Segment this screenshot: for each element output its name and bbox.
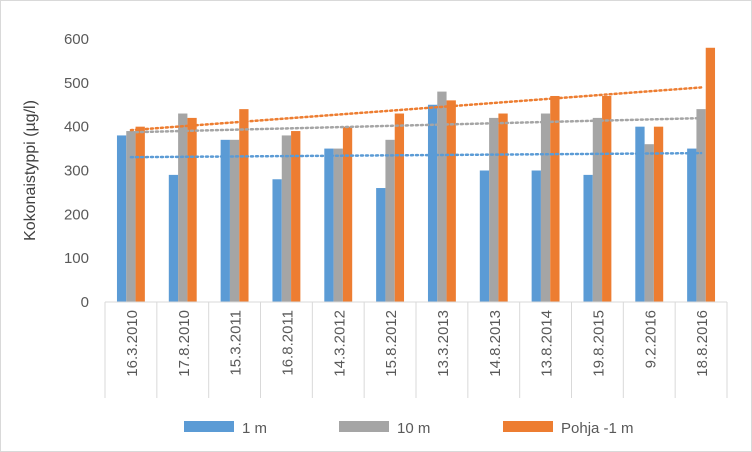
x-tick-label: 14.3.2012	[331, 310, 348, 377]
bar	[437, 91, 447, 302]
bar	[427, 104, 438, 302]
bar	[324, 148, 334, 302]
x-tick-label: 18.8.2016	[694, 310, 711, 377]
legend-swatch	[339, 421, 389, 432]
bar	[168, 174, 179, 302]
bar	[446, 100, 456, 303]
y-tick-label: 200	[64, 206, 89, 223]
bar	[540, 113, 551, 303]
bar	[498, 113, 508, 303]
legend-label: Pohja -1 m	[561, 420, 634, 437]
bar	[583, 174, 593, 302]
bar	[220, 139, 230, 302]
bar	[376, 188, 386, 302]
legend-swatch	[503, 421, 553, 432]
bar	[385, 139, 395, 302]
x-tick-label: 16.3.2010	[124, 310, 141, 377]
trendline	[129, 116, 703, 134]
x-tick-label: 19.8.2015	[590, 310, 607, 377]
bar	[696, 109, 706, 302]
trendline	[129, 151, 703, 159]
bar	[550, 95, 560, 302]
y-axis-title: Kokonaistyppi (µg/l)	[22, 100, 39, 241]
bar	[272, 179, 282, 302]
trendline	[129, 86, 703, 132]
x-tick-label: 15.3.2011	[228, 310, 245, 376]
y-tick-label: 400	[64, 119, 89, 136]
bar	[281, 135, 292, 302]
bar	[479, 170, 490, 302]
legend-swatch	[184, 421, 234, 432]
bar	[531, 170, 541, 302]
y-tick-label: 300	[64, 163, 89, 180]
x-tick-label: 9.2.2016	[642, 310, 659, 368]
x-tick-label: 14.8.2013	[487, 310, 504, 377]
bar	[394, 113, 405, 303]
bar	[644, 144, 654, 302]
y-tick-label: 0	[81, 294, 89, 311]
bar	[653, 126, 664, 302]
legend-label: 10 m	[397, 420, 430, 437]
x-tick-label: 17.8.2010	[176, 310, 193, 377]
bar	[489, 117, 499, 303]
bar	[602, 95, 612, 302]
x-tick-label: 13.3.2013	[435, 310, 452, 377]
x-tick-label: 13.8.2014	[539, 310, 556, 377]
bar	[635, 126, 645, 302]
bar	[705, 47, 716, 302]
x-tick-label: 16.8.2011	[279, 310, 296, 376]
y-tick-label: 100	[64, 250, 89, 267]
bar	[291, 131, 301, 302]
bar	[135, 126, 145, 302]
y-tick-label: 600	[64, 31, 89, 48]
bar	[333, 148, 343, 302]
x-tick-label: 15.8.2012	[383, 310, 400, 377]
bar	[116, 135, 127, 302]
bar	[239, 109, 249, 302]
bar	[342, 126, 353, 302]
y-tick-label: 500	[64, 75, 89, 92]
bar	[229, 139, 240, 302]
bar	[178, 113, 188, 303]
bar	[126, 131, 136, 302]
bar	[187, 117, 197, 303]
bar	[687, 148, 697, 302]
legend-label: 1 m	[242, 420, 267, 437]
bar	[592, 117, 603, 303]
